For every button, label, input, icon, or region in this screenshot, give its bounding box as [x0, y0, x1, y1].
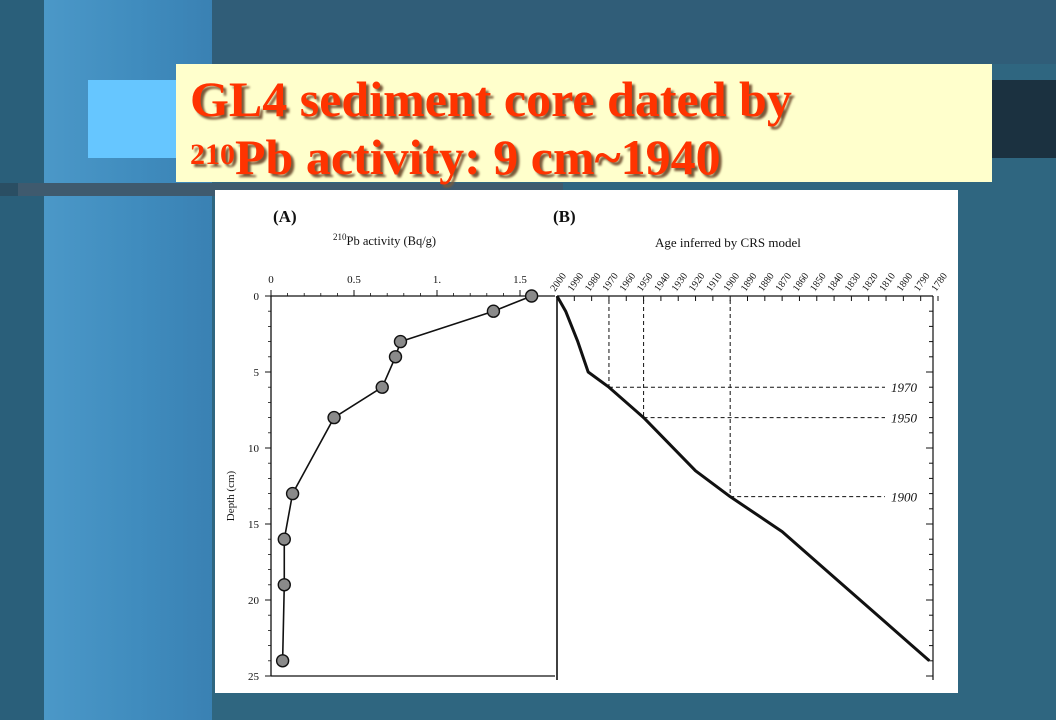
panel-a-y-tick-label: 25	[248, 671, 260, 683]
panel-a-y-tick-label: 0	[254, 291, 260, 303]
panel-b-x-tick-label: 1780	[929, 271, 949, 294]
panel-b-x-tick-label: 1970	[600, 271, 620, 294]
panel-a-label: (A)	[273, 207, 297, 226]
title-superscript: 210	[190, 138, 235, 171]
panel-b-annotation-label: 1950	[891, 411, 918, 426]
panel-b-title: Age inferred by CRS model	[655, 235, 801, 250]
chart-canvas: (A) 210Pb activity (Bq/g) 0 0.5 1. 1.5 0 5 10…	[225, 207, 950, 683]
panel-a-data-point	[275, 654, 290, 668]
panel-a-data-point	[393, 334, 408, 349]
panel-a-y-tick-label: 5	[254, 367, 260, 379]
panel-a-x-tick-label: 1.5	[513, 274, 527, 286]
panel-a-y-tick-label: 10	[248, 443, 260, 455]
panel-b-x-tick-label: 1920	[687, 271, 707, 294]
panel-b: (B) Age inferred by CRS model 2000199019…	[548, 207, 950, 680]
title-line-2: Pb activity: 9 cm~1940	[235, 129, 721, 185]
panel-b-x-tick-label: 1990	[566, 271, 586, 294]
panel-a-data-point	[524, 289, 539, 303]
panel-b-x-tick-label: 1800	[895, 271, 915, 294]
panel-a-y-ticks: 0 5 10 15 20 25	[248, 291, 271, 683]
panel-b-label: (B)	[553, 207, 576, 226]
background-bar-end	[0, 183, 18, 196]
panel-a-data-point	[327, 410, 341, 425]
panel-b-x-tick-label: 1880	[756, 271, 776, 294]
panel-b-x-tick-label: 1860	[791, 271, 811, 294]
panel-a-data-point	[277, 532, 291, 546]
panel-b-x-tick-label: 1960	[618, 271, 638, 294]
panel-a-data-point	[285, 486, 300, 501]
panel-b-x-tick-label: 2000	[548, 271, 568, 294]
panel-b-x-tick-label: 1890	[739, 271, 759, 294]
panel-a-y-tick-label: 15	[248, 519, 260, 531]
panel-b-x-tick-label: 1940	[652, 271, 672, 294]
panel-b-x-tick-label: 1810	[877, 271, 897, 294]
panel-a-x-ticks: 0 0.5 1. 1.5	[268, 274, 527, 296]
background-top-band	[212, 0, 1056, 64]
panel-a-title-text: Pb activity (Bq/g)	[347, 234, 437, 248]
title-box: GL4 sediment core dated by 210Pb activity…	[176, 64, 992, 185]
panel-a-title: 210Pb activity (Bq/g)	[333, 232, 436, 248]
panel-a-data-point	[277, 578, 291, 592]
panel-b-x-tick-label: 1820	[860, 271, 880, 294]
panel-b-annotations: 1970 1950 1900	[608, 300, 918, 505]
panel-a-data-point	[375, 380, 389, 394]
panel-a: (A) 210Pb activity (Bq/g) 0 0.5 1. 1.5 0 5 10…	[225, 207, 555, 683]
panel-a-points	[275, 289, 539, 668]
background-stripe-left	[0, 0, 44, 720]
panel-b-x-tick-label: 1850	[808, 271, 828, 294]
panel-b-annotation-label: 1900	[891, 490, 918, 505]
panel-b-right-ticks	[926, 295, 933, 677]
panel-b-x-tick-label: 1980	[583, 271, 603, 294]
panel-a-series-line	[281, 295, 532, 661]
panel-b-annotation-label: 1970	[891, 380, 918, 395]
panel-b-x-tick-label: 1950	[635, 271, 655, 294]
panel-a-title-sup: 210	[333, 232, 347, 242]
panel-a-y-axis-label: Depth (cm)	[225, 470, 237, 521]
panel-a-y-tick-label: 20	[248, 595, 260, 607]
panel-b-x-tick-label: 1830	[843, 271, 863, 294]
panel-b-x-tick-label: 1790	[912, 271, 932, 294]
panel-a-data-point	[388, 350, 403, 364]
figure: (A) 210Pb activity (Bq/g) 0 0.5 1. 1.5 0 5 10…	[215, 190, 958, 693]
slide-title: GL4 sediment core dated by 210Pb activity…	[190, 70, 792, 186]
panel-a-data-point	[486, 304, 501, 318]
panel-b-x-tick-label: 1840	[826, 271, 846, 294]
panel-b-x-tick-label: 1930	[670, 271, 690, 294]
title-line-1: GL4 sediment core dated by	[190, 71, 792, 127]
panel-b-x-tick-label: 1870	[774, 271, 794, 294]
panel-b-x-tick-label: 1900	[722, 271, 742, 294]
panel-a-x-tick-label: 0	[268, 274, 274, 286]
panel-a-x-tick-label: 1.	[433, 274, 442, 286]
panel-a-x-tick-label: 0.5	[347, 274, 361, 286]
panel-b-series-line	[555, 295, 931, 662]
panel-b-x-tick-label: 1910	[704, 271, 724, 294]
background-light-block	[88, 80, 178, 158]
background-dark-block	[992, 80, 1056, 158]
